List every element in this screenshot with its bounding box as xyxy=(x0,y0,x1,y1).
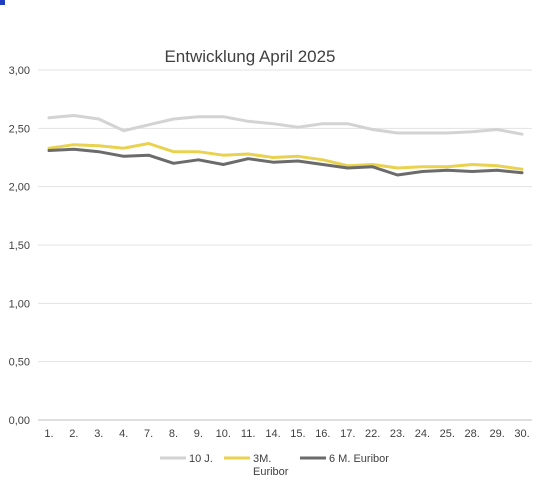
legend-label-2: 3M. Euribor xyxy=(253,453,289,478)
x-tick-label: 14. xyxy=(265,428,280,440)
x-tick-label: 17. xyxy=(340,428,355,440)
corner-mark xyxy=(0,0,5,5)
gridlines xyxy=(38,69,532,421)
x-tick-label: 4. xyxy=(119,428,128,440)
x-tick-label: 30. xyxy=(514,428,529,440)
y-tick-label: 0,50 xyxy=(9,357,30,369)
x-tick-label: 9. xyxy=(194,428,203,440)
legend-label-1: 10 J. xyxy=(189,453,213,465)
x-tick-label: 24. xyxy=(415,428,430,440)
x-tick-label: 7. xyxy=(144,428,153,440)
y-tick-label: 3,00 xyxy=(9,65,30,77)
y-tick-label: 2,00 xyxy=(9,182,30,194)
y-tick-label: 0,00 xyxy=(9,415,30,427)
x-tick-label: 16. xyxy=(315,428,330,440)
x-axis-ticks: 1. 2. 3. 4. 7. 8. 9. 10. 11. 14. 15. 16. 17. 22. 23. 24… xyxy=(44,428,529,440)
x-tick-label: 15. xyxy=(290,428,305,440)
y-axis-ticks: 0,00 0,50 1,00 1,50 2,00 2,50 3,00 xyxy=(9,65,30,427)
series-line-3 xyxy=(47,147,524,177)
x-tick-label: 22. xyxy=(365,428,380,440)
x-tick-label: 25. xyxy=(440,428,455,440)
legend-label-3: 6 M. Euribor xyxy=(329,453,389,465)
y-tick-label: 1,50 xyxy=(9,240,30,252)
series-lines xyxy=(47,114,524,177)
x-tick-label: 28. xyxy=(465,428,480,440)
x-tick-label: 11. xyxy=(241,428,255,440)
y-tick-label: 1,00 xyxy=(9,298,30,310)
x-tick-label: 10. xyxy=(216,428,231,440)
series-line-2 xyxy=(47,142,524,171)
x-tick-label: 2. xyxy=(69,428,78,440)
x-tick-label: 3. xyxy=(94,428,103,440)
legend: 10 J. 3M. Euribor 6 M. Euribor xyxy=(160,453,389,478)
x-tick-label: 29. xyxy=(489,428,504,440)
x-tick-label: 1. xyxy=(44,428,53,440)
y-tick-label: 2,50 xyxy=(9,123,30,135)
x-tick-label: 23. xyxy=(390,428,405,440)
chart-title: Entwicklung April 2025 xyxy=(164,47,335,66)
x-tick-label: 8. xyxy=(169,428,178,440)
series-line-1 xyxy=(47,114,524,136)
